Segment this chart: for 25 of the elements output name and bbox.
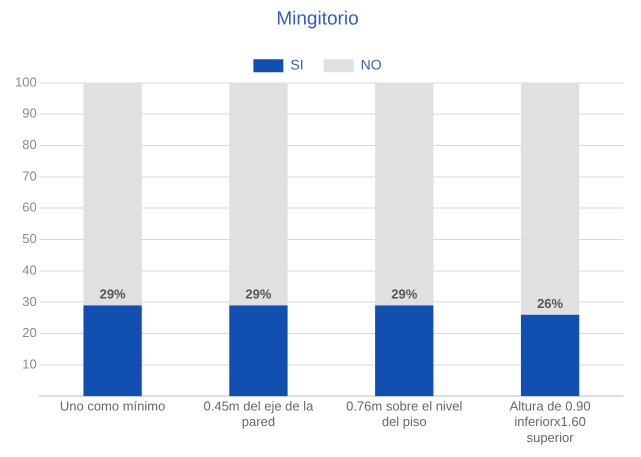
x-tick-label: Uno como mínimo — [60, 398, 166, 414]
y-tick-label: 40 — [22, 262, 37, 278]
data-label: 29% — [391, 286, 418, 302]
x-tick-label: 0.76m sobre el nivel del piso — [346, 398, 463, 430]
bar — [229, 305, 288, 396]
x-tick-label: Altura de 0.90 inferiorx1.60 superior — [510, 398, 591, 445]
y-tick-label: 10 — [22, 356, 37, 372]
bar — [520, 314, 580, 396]
y-tick-label: 70 — [22, 168, 37, 184]
data-label: 29% — [245, 286, 272, 302]
y-tick-label: 20 — [22, 325, 37, 340]
legend-label: NO — [360, 56, 382, 73]
x-tick-label: 0.45m del eje de la pared — [204, 398, 314, 430]
y-tick-label: 50 — [22, 231, 37, 246]
chart-title: Mingitorio — [276, 8, 359, 30]
y-tick-label: 80 — [22, 137, 37, 152]
y-tick-label: 60 — [22, 200, 37, 215]
bar — [83, 305, 142, 396]
y-tick-label: 30 — [22, 294, 37, 309]
data-label: 26% — [537, 296, 564, 311]
data-label: 29% — [100, 286, 126, 302]
bar — [375, 305, 434, 396]
legend-label: SI — [290, 56, 304, 73]
y-tick-label: 100 — [14, 74, 37, 90]
y-tick-label: 90 — [22, 106, 37, 121]
